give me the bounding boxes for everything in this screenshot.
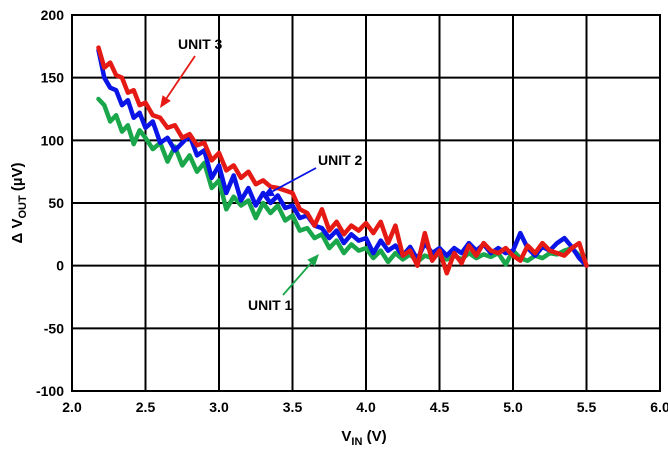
plot-frame: [71, 14, 661, 392]
annotation-label: UNIT 1: [248, 297, 293, 313]
grid: [71, 14, 661, 392]
y-axis-label-sub: OUT: [17, 195, 29, 219]
series-layer: [96, 45, 589, 276]
annotation-label: UNIT 2: [318, 152, 363, 168]
y-tick-labels: -100 -50 0 50 100 150 200: [36, 7, 64, 399]
x-axis-label-unit: (V): [362, 428, 386, 445]
annotation-arrow-head: [160, 95, 171, 108]
series-line-unit-3: [96, 45, 589, 276]
y-tick-label: -100: [36, 383, 64, 399]
x-tick-label: 2.5: [136, 399, 156, 415]
y-axis-label-unit: (µV): [9, 162, 26, 195]
annotation-layer: UNIT 3 UNIT 2 UNIT 1: [160, 36, 363, 313]
x-axis-label-main: V: [341, 428, 351, 445]
x-tick-label: 3.5: [283, 399, 303, 415]
annotation-arrow-head: [307, 254, 319, 267]
y-tick-label: 150: [41, 70, 65, 86]
x-tick-label: 4.0: [356, 399, 376, 415]
annotation-arrow-line: [165, 55, 196, 99]
y-tick-label: 0: [56, 258, 64, 274]
annotation-arrow-head: [262, 186, 275, 197]
x-tick-label: 6.0: [650, 399, 668, 415]
y-tick-label: 200: [41, 7, 65, 23]
x-tick-label: 5.5: [577, 399, 597, 415]
series-line-unit-1: [96, 96, 589, 268]
x-tick-label: 5.0: [503, 399, 523, 415]
x-axis-label-sub: IN: [351, 436, 362, 448]
y-tick-label: -50: [44, 320, 64, 336]
x-axis-label: VIN (V): [341, 428, 386, 448]
annotation-label: UNIT 3: [178, 36, 223, 52]
x-tick-label: 4.5: [430, 399, 450, 415]
y-axis-label: Δ VOUT (µV): [9, 162, 29, 243]
x-tick-label: 3.0: [209, 399, 229, 415]
x-tick-label: 2.0: [62, 399, 82, 415]
y-axis-label-prefix: Δ V: [9, 219, 26, 244]
annotation-arrow-line: [272, 167, 317, 193]
x-tick-labels: 2.0 2.5 3.0 3.5 4.0 4.5 5.0 5.5 6.0: [62, 399, 668, 415]
y-tick-label: 100: [41, 132, 65, 148]
y-tick-label: 50: [48, 195, 64, 211]
annotation-arrow-line: [282, 262, 312, 296]
